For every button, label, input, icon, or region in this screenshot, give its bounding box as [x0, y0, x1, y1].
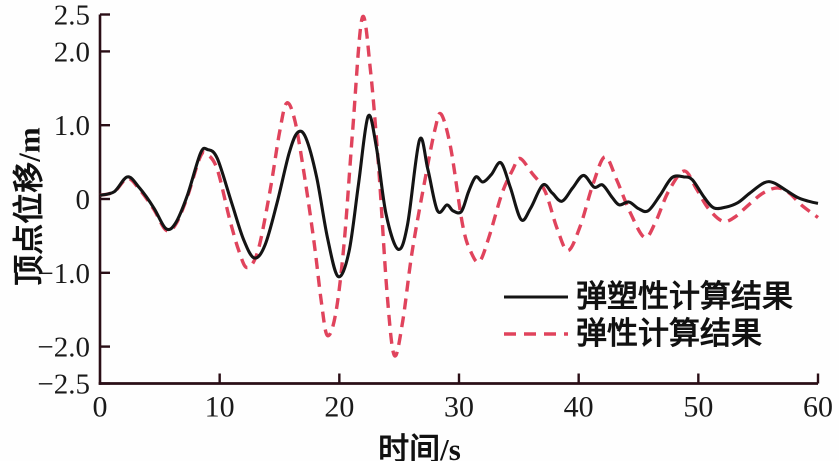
legend-item-elastoplastic: 弹塑性计算结果	[503, 279, 793, 314]
y-tick-label: −2.0	[37, 332, 90, 364]
x-tick-label: 50	[683, 391, 713, 424]
x-tick-label: 30	[444, 391, 474, 424]
y-axis-title: 顶点位移/m	[11, 127, 47, 286]
dashed-line-swatch	[504, 331, 568, 336]
y-tick-label: −2.5	[37, 369, 90, 401]
legend-item-elastic: 弹性计算结果	[503, 316, 793, 351]
x-axis-title: 时间/s	[378, 432, 461, 461]
y-tick-label: 0	[76, 184, 91, 216]
legend-label-elastic: 弹性计算结果	[576, 316, 762, 351]
x-tick-label: 0	[93, 391, 108, 424]
y-tick-label: 2.0	[54, 36, 90, 68]
legend-label-elastoplastic: 弹塑性计算结果	[576, 279, 793, 314]
x-tick-label: 60	[803, 391, 833, 424]
y-tick-label: 1.0	[54, 110, 90, 142]
series-elastic-line	[99, 14, 820, 358]
x-tick-label: 20	[324, 391, 354, 424]
legend: 弹塑性计算结果 弹性计算结果	[503, 279, 793, 351]
y-tick-label: 2.5	[54, 0, 90, 32]
y-tick-label: −1.0	[37, 258, 90, 290]
x-tick-label: 40	[564, 391, 594, 424]
series-elastoplastic-line	[99, 113, 819, 279]
x-tick-label: 10	[205, 391, 235, 424]
solid-line-swatch	[504, 294, 568, 299]
